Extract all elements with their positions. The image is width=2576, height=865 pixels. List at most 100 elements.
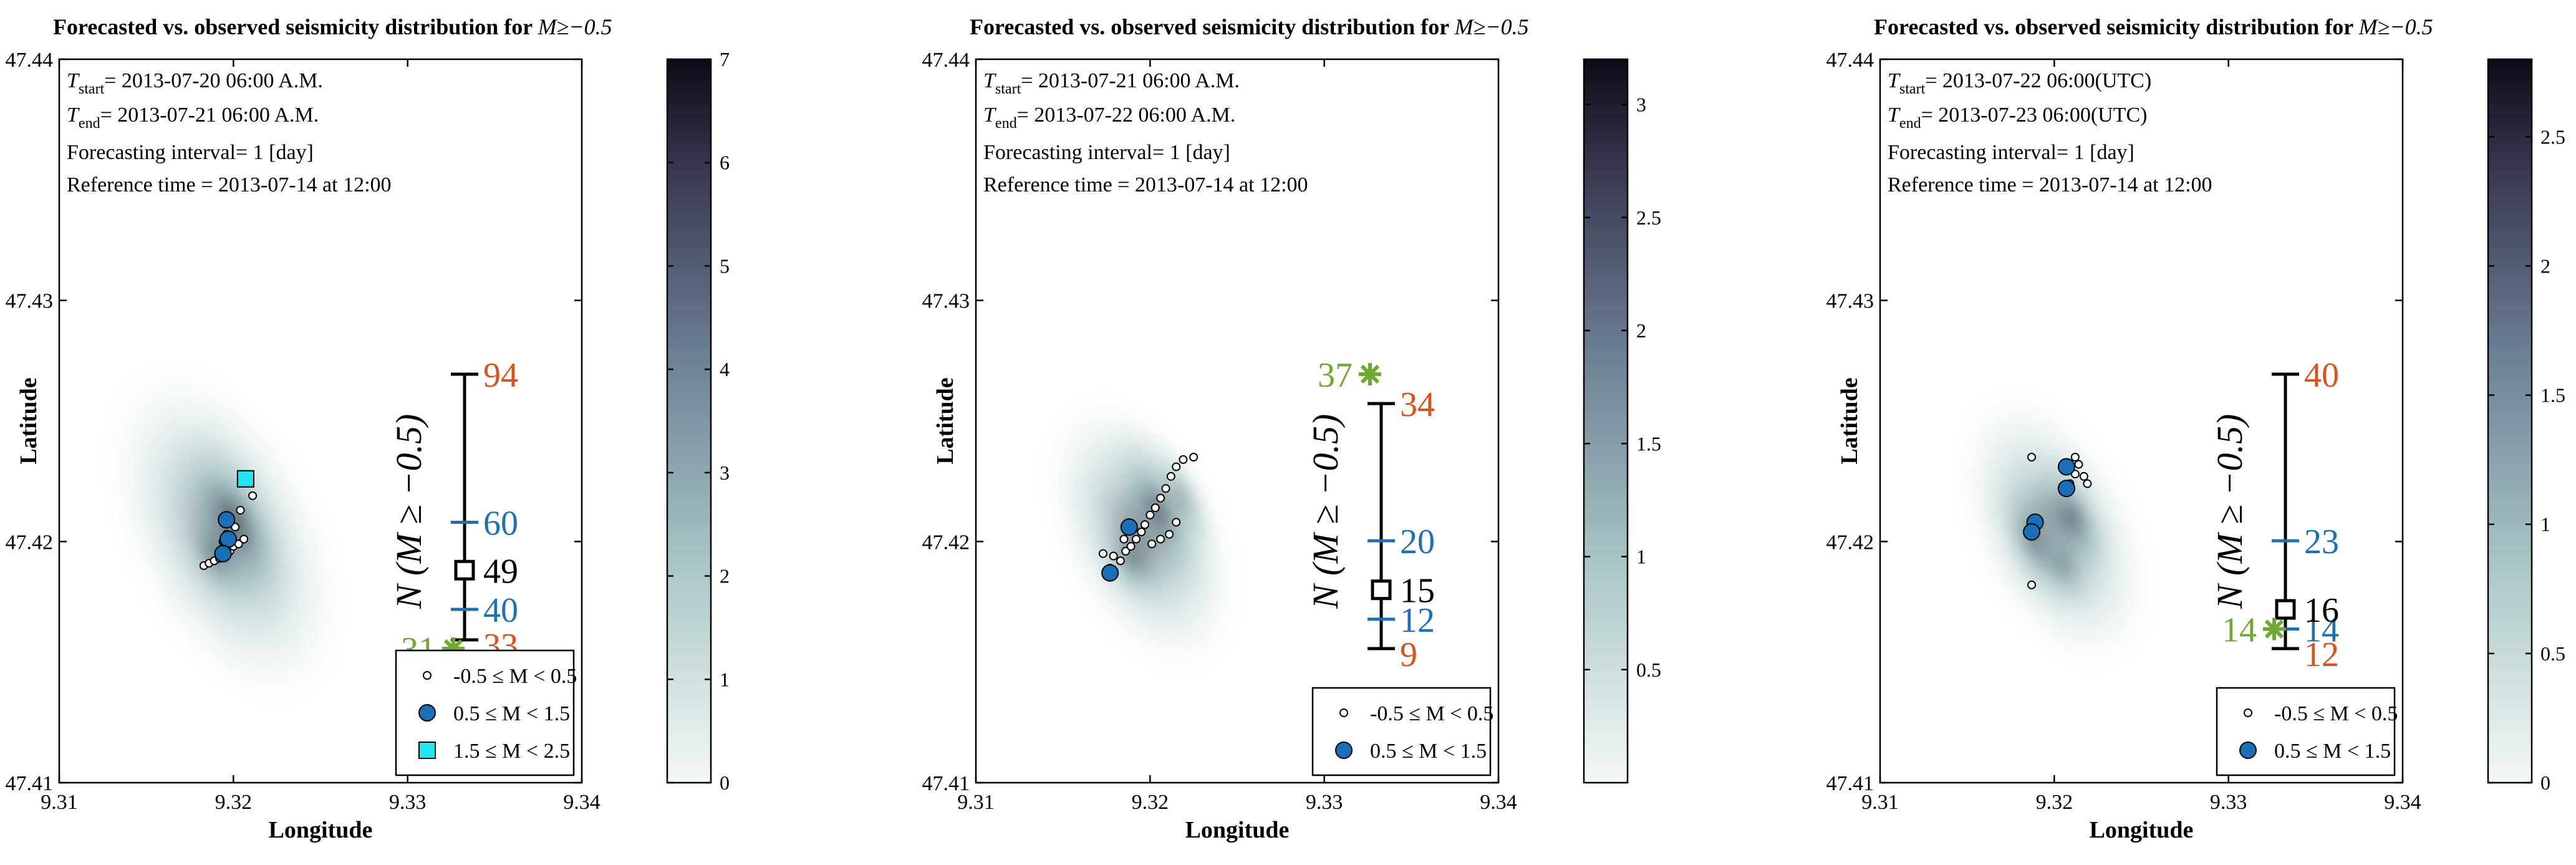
y-tick-label: 47.43 <box>922 290 970 313</box>
y-tick-label: 47.44 <box>1826 49 1874 72</box>
x-tick-label: 9.34 <box>563 791 601 814</box>
forecast-marker <box>2275 599 2296 620</box>
colorbar-tick-label: 1.5 <box>2540 384 2565 407</box>
event-marker-small <box>1147 539 1157 549</box>
legend-marker-medium <box>418 704 436 722</box>
event-marker-small <box>1126 542 1136 551</box>
legend-label: 0.5 ≤ M < 1.5 <box>2274 740 2391 763</box>
legend-label: 0.5 ≤ M < 1.5 <box>453 702 570 725</box>
colorbar-tick-label: 1.5 <box>1636 432 1661 455</box>
events-layer <box>2023 453 2092 589</box>
observed-label: 14 <box>2222 611 2257 650</box>
plot-frame <box>975 58 1500 784</box>
colorbar-tick-label: 2.5 <box>1636 206 1661 229</box>
y-tick-label: 47.43 <box>6 290 54 313</box>
colorbar-tick-label: 0.5 <box>2540 642 2565 665</box>
inner-low-label: 12 <box>1400 601 1435 640</box>
event-marker-small <box>1156 534 1165 544</box>
legend-label: 1.5 ≤ M < 2.5 <box>453 740 570 763</box>
colorbar <box>2487 58 2533 784</box>
event-marker-small <box>2027 580 2037 589</box>
colorbar-tick-label: 1 <box>720 668 730 690</box>
colorbar <box>1583 58 1629 784</box>
event-marker-small <box>2070 453 2080 461</box>
event-marker-small <box>1116 556 1125 566</box>
y-tick-label: 47.42 <box>6 531 54 554</box>
forecast-label: 16 <box>2304 591 2339 630</box>
plot-area <box>1880 59 2403 783</box>
x-tick-label: 9.31 <box>1861 791 1899 814</box>
plot-frame <box>1879 58 2404 784</box>
y-tick-label: 47.43 <box>1826 290 1874 313</box>
inner-high-label: 60 <box>483 504 518 543</box>
legend-label: -0.5 ≤ M < 0.5 <box>453 665 577 688</box>
colorbar-tick-label: 2 <box>2540 254 2550 277</box>
legend: -0.5 ≤ M < 0.5 0.5 ≤ M < 1.5 <box>1311 687 1493 776</box>
interval-ylabel: N (M ≥ −0.5) <box>1305 414 1346 610</box>
event-marker-small <box>1151 503 1160 513</box>
colorbar-tick-label: 2 <box>1636 319 1646 342</box>
x-axis-label: Longitude <box>269 817 373 843</box>
density-blob <box>2028 510 2098 622</box>
event-marker-small <box>1098 549 1107 558</box>
chart-title: Forecasted vs. observed seismicity distr… <box>1874 14 2433 39</box>
event-marker-small <box>2079 471 2088 481</box>
legend-marker-small <box>2244 708 2252 717</box>
colorbar-tick-label: 3 <box>720 461 730 484</box>
x-axis-label: Longitude <box>1185 817 1290 843</box>
outer-high-label: 94 <box>483 356 518 395</box>
event-marker-small <box>1119 534 1129 544</box>
chart-svg: Forecasted vs. observed seismicity distr… <box>922 14 1662 843</box>
event-marker-small <box>1189 453 1199 461</box>
x-tick-label: 9.33 <box>1306 791 1343 814</box>
colorbar <box>666 58 712 784</box>
density-blob <box>1145 432 1218 564</box>
event-marker-small <box>1156 493 1165 503</box>
events-layer <box>1098 453 1199 582</box>
interval-ylabel: N (M ≥ −0.5) <box>388 414 429 610</box>
event-marker-small <box>1179 455 1188 464</box>
observed-marker <box>2263 617 2285 640</box>
event-marker-small <box>1140 520 1149 529</box>
inner-low-label: 40 <box>483 591 518 630</box>
plot-frame <box>58 58 583 784</box>
inner-high-label: 20 <box>1400 523 1435 561</box>
colorbar-tick-label: 0 <box>720 771 730 794</box>
colorbar-tick-label: 0.5 <box>1636 659 1661 681</box>
density-layer <box>1951 382 2158 677</box>
event-marker-small <box>2027 453 2037 461</box>
inner-low-label: 14 <box>2304 611 2339 650</box>
legend-marker-medium <box>1335 742 1353 759</box>
event-marker-small <box>2074 460 2083 469</box>
event-marker-medium <box>2023 523 2041 541</box>
x-tick-label: 9.32 <box>1132 791 1169 814</box>
event-marker-small <box>1137 527 1146 536</box>
y-tick-label: 47.41 <box>922 772 970 795</box>
info-reference: Reference time = 2013-07-14 at 12:00 <box>983 173 1308 196</box>
y-tick-label: 47.41 <box>1826 772 1874 795</box>
colorbar-tick-label: 0 <box>2540 771 2550 794</box>
interval-ylabel: N (M ≥ −0.5) <box>2209 414 2250 610</box>
event-marker-small <box>1172 462 1181 471</box>
forecast-label: 15 <box>1400 572 1435 611</box>
events-layer <box>199 470 258 570</box>
x-tick-label: 9.31 <box>957 791 995 814</box>
outer-high-label: 40 <box>2304 356 2339 395</box>
info-reference: Reference time = 2013-07-14 at 12:00 <box>1888 173 2212 196</box>
observed-label: 37 <box>1318 356 1353 395</box>
colorbar-tick-label: 7 <box>720 48 730 70</box>
chart-svg: Forecasted vs. observed seismicity distr… <box>6 14 730 843</box>
event-marker-small <box>236 506 245 515</box>
forecast-marker <box>454 559 475 581</box>
event-marker-small <box>1161 484 1170 493</box>
legend: -0.5 ≤ M < 0.5 0.5 ≤ M < 1.5 1.5 ≤ M < 2.5 <box>395 649 577 776</box>
event-marker-medium <box>2057 458 2075 476</box>
density-blob <box>1092 501 1174 616</box>
x-tick-label: 9.32 <box>215 791 253 814</box>
chart-panel-2: Forecasted vs. observed seismicity distr… <box>917 0 1775 865</box>
chart-title: Forecasted vs. observed seismicity distr… <box>970 14 1529 39</box>
legend-label: 0.5 ≤ M < 1.5 <box>1370 740 1487 763</box>
legend-box <box>1311 687 1492 776</box>
colorbar-tick-label: 1 <box>1636 546 1646 568</box>
y-axis-label: Latitude <box>1836 377 1863 464</box>
